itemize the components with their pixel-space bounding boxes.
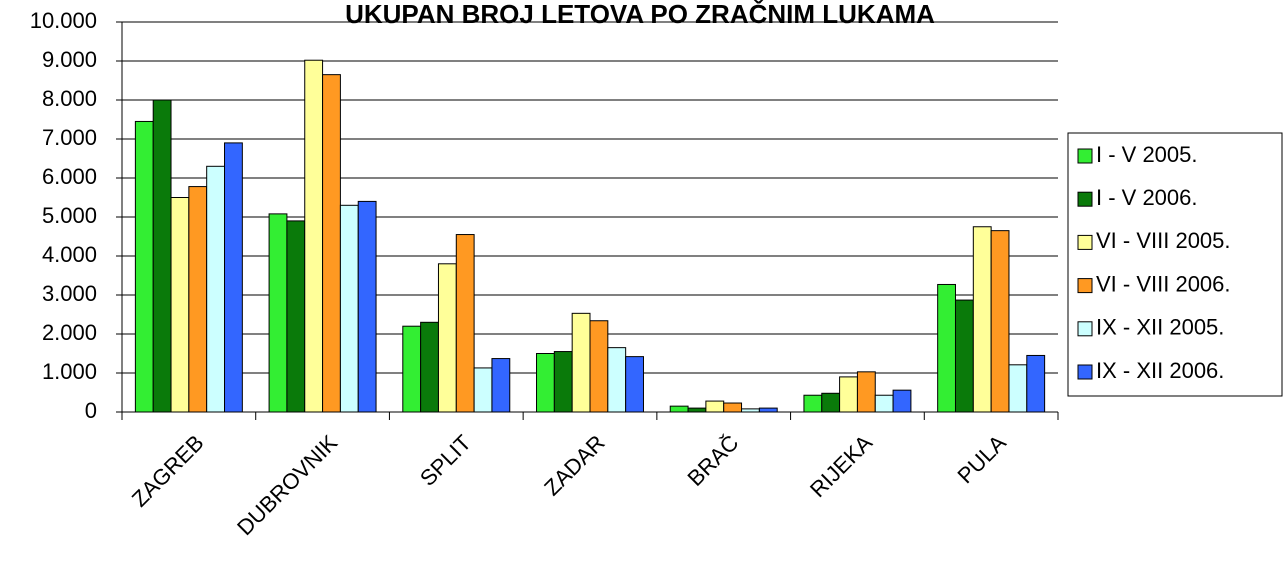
x-tick-label: BRAČ [682, 430, 743, 491]
bar [473, 367, 493, 413]
bar [937, 283, 956, 413]
bar [455, 234, 475, 413]
bar [954, 299, 974, 413]
legend-swatch [1077, 364, 1093, 380]
y-tick-label: 6.000 [42, 164, 97, 189]
legend-swatch [1077, 191, 1093, 207]
bar [821, 392, 841, 413]
bar [304, 59, 324, 413]
x-tick-label: ZADAR [539, 430, 609, 500]
bar [705, 400, 725, 413]
legend-label: I - V 2005. [1096, 142, 1198, 167]
bar [402, 325, 422, 413]
y-tick-label: 1.000 [42, 359, 97, 384]
bar [536, 353, 555, 413]
bar [571, 312, 591, 413]
bar [625, 356, 644, 413]
bar [224, 142, 243, 413]
legend-swatch [1077, 148, 1093, 164]
bar [268, 213, 288, 413]
x-tick-label: ZAGREB [127, 430, 209, 512]
bar [339, 204, 359, 413]
bar [206, 165, 226, 413]
bar [286, 220, 306, 413]
bar [152, 99, 172, 413]
bar [669, 405, 689, 413]
y-tick-label: 2.000 [42, 320, 97, 345]
bar [803, 394, 823, 413]
legend-swatch [1077, 234, 1093, 250]
bar [491, 358, 511, 413]
bar [972, 226, 992, 413]
x-tick-label: DUBROVNIK [232, 430, 342, 540]
y-tick-label: 4.000 [42, 242, 97, 267]
y-tick-label: 8.000 [42, 86, 97, 111]
y-tick-label: 0 [85, 398, 97, 423]
bar [170, 197, 190, 413]
bar [1008, 364, 1028, 413]
chart-title: UKUPAN BROJ LETOVA PO ZRAČNIM LUKAMA [345, 0, 935, 29]
bar [687, 407, 707, 413]
bar [188, 186, 208, 413]
legend-swatch [1077, 278, 1093, 294]
x-tick-label: RIJEKA [805, 430, 877, 502]
bar [437, 263, 457, 413]
bar [607, 347, 627, 413]
x-tick-label: PULA [952, 430, 1011, 489]
bar [892, 389, 912, 413]
y-tick-label: 9.000 [42, 47, 97, 72]
legend-label: IX - XII 2005. [1096, 315, 1224, 340]
bar [553, 351, 573, 413]
x-tick-label: SPLIT [415, 430, 476, 491]
bar [1026, 354, 1046, 413]
bar [357, 200, 377, 413]
bar [589, 320, 609, 413]
bar [874, 394, 894, 413]
y-tick-label: 7.000 [42, 125, 97, 150]
legend-label: IX - XII 2006. [1096, 358, 1224, 383]
legend-label: VI - VIII 2005. [1096, 228, 1231, 253]
bar [990, 230, 1010, 413]
bar [839, 376, 858, 413]
bar [420, 321, 439, 413]
legend-box [1067, 132, 1283, 397]
bar [322, 74, 341, 413]
y-tick-label: 5.000 [42, 203, 97, 228]
y-tick-label: 3.000 [42, 281, 97, 306]
bar [723, 402, 743, 413]
bar [758, 407, 778, 413]
legend-label: I - V 2006. [1096, 185, 1198, 210]
legend-swatch [1077, 321, 1093, 337]
legend-label: VI - VIII 2006. [1096, 271, 1231, 296]
bar [856, 371, 876, 413]
y-tick-label: 10.000 [30, 8, 97, 33]
bar [134, 120, 154, 413]
